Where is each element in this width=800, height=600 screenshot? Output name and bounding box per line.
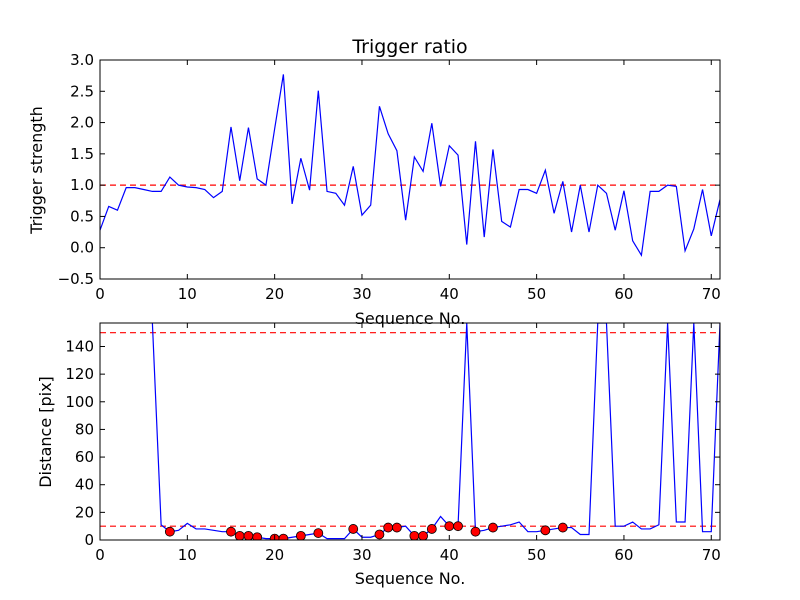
top-y-tick-label: 3.0 <box>70 51 94 69</box>
bottom-x-tick-label: 70 <box>702 546 721 564</box>
top-x-tick-label: 0 <box>95 285 105 303</box>
top-series-line <box>100 74 720 257</box>
bottom-y-tick-label: 40 <box>75 476 94 494</box>
top-y-tick-label: −0.5 <box>58 270 94 288</box>
top-x-tick-label: 20 <box>265 285 284 303</box>
top-y-tick-label: 2.0 <box>70 114 94 132</box>
top-y-tick-label: 0.0 <box>70 239 94 257</box>
top-x-axis-label: Sequence No. <box>355 309 466 328</box>
bottom-x-tick-label: 40 <box>440 546 459 564</box>
bottom-marker-point <box>234 530 245 540</box>
bottom-y-axis-label: Distance [pix] <box>36 376 55 488</box>
bottom-x-tick-label: 30 <box>352 546 371 564</box>
bottom-marker-point <box>540 525 551 536</box>
bottom-y-tick-label: 20 <box>75 503 94 521</box>
bottom-x-tick-label: 20 <box>265 546 284 564</box>
distance-chart: 0 10 20 30 40 50 60 70 0 20 40 60 80 100 120 140 Sequen… <box>36 322 721 588</box>
bottom-marker-point <box>444 521 455 532</box>
top-chart-title: Trigger ratio <box>351 36 467 58</box>
top-x-tick-label: 10 <box>178 285 197 303</box>
top-y-tick-label: 2.5 <box>70 82 94 100</box>
bottom-plot-frame <box>99 322 721 541</box>
top-y-tick-label: 1.5 <box>70 145 94 163</box>
bottom-marker-point <box>313 528 324 538</box>
bottom-y-tick-label: 60 <box>75 448 94 466</box>
bottom-marker-point <box>392 522 402 533</box>
bottom-marker-point <box>226 526 236 537</box>
bottom-x-tick-label: 50 <box>527 546 546 564</box>
top-x-tick-label: 40 <box>440 285 459 303</box>
top-y-tick-label: 0.5 <box>70 207 94 225</box>
bottom-marker-point <box>383 522 394 533</box>
bottom-marker-point <box>348 524 359 534</box>
top-y-axis-label: Trigger strength <box>27 106 46 235</box>
bottom-y-tick-label: 80 <box>75 420 94 438</box>
bottom-marker-point <box>557 522 568 533</box>
top-x-tick-label: 50 <box>527 285 546 303</box>
top-x-tick-label: 60 <box>614 285 633 303</box>
bottom-x-tick-label: 0 <box>95 546 105 564</box>
bottom-y-tick-label: 0 <box>84 531 94 549</box>
trigger-ratio-chart: 0 10 20 30 40 50 60 70 −0.5 0.0 0.5 1.0 1.5 2.0 2.5 3.0… <box>27 36 721 328</box>
top-x-tick-label: 70 <box>702 285 721 303</box>
bottom-marker-point <box>453 521 463 532</box>
bottom-marker-point <box>374 529 385 540</box>
top-y-tick-label: 1.0 <box>70 176 94 194</box>
bottom-x-axis-label: Sequence No. <box>355 569 466 588</box>
bottom-marker-point <box>295 530 306 540</box>
bottom-y-tick-label: 140 <box>65 337 94 355</box>
bottom-marker-point <box>488 522 498 533</box>
bottom-marker-point <box>409 530 420 540</box>
top-x-tick-label: 30 <box>352 285 371 303</box>
bottom-y-tick-label: 120 <box>65 365 94 383</box>
bottom-x-tick-label: 10 <box>178 546 197 564</box>
bottom-marker-point <box>278 533 289 540</box>
bottom-marker-point <box>243 530 254 540</box>
top-plot-frame <box>99 59 721 280</box>
bottom-marker-point <box>418 530 428 540</box>
bottom-x-tick-label: 60 <box>614 546 633 564</box>
bottom-marker-point <box>470 526 481 537</box>
bottom-marker-point <box>164 526 175 537</box>
bottom-marker-point <box>426 524 437 534</box>
bottom-marker-point <box>252 532 263 540</box>
bottom-y-tick-label: 100 <box>65 393 94 411</box>
